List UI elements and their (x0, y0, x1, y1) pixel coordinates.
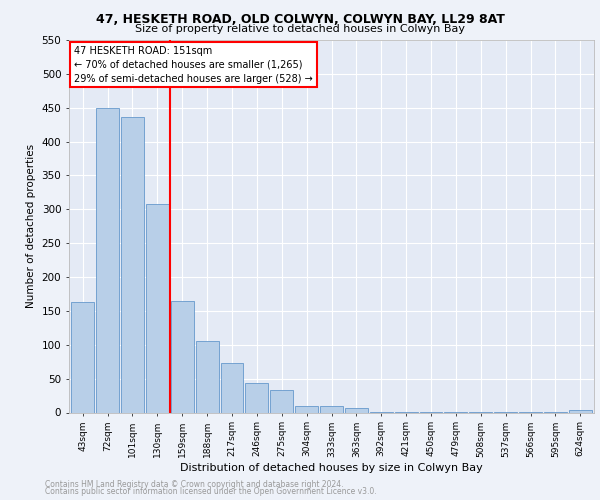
Bar (569, 410, 592, 412)
Bar (270, 390, 293, 412)
Text: Size of property relative to detached houses in Colwyn Bay: Size of property relative to detached ho… (135, 24, 465, 34)
Bar (221, 363, 244, 412)
Bar (196, 340, 218, 412)
Bar (295, 406, 318, 412)
X-axis label: Distribution of detached houses by size in Colwyn Bay: Distribution of detached houses by size … (180, 464, 483, 473)
Y-axis label: Number of detached properties: Number of detached properties (26, 144, 36, 308)
Text: Contains public sector information licensed under the Open Government Licence v3: Contains public sector information licen… (45, 487, 377, 496)
Bar (320, 406, 343, 412)
Text: 47, HESKETH ROAD, OLD COLWYN, COLWYN BAY, LL29 8AT: 47, HESKETH ROAD, OLD COLWYN, COLWYN BAY… (95, 13, 505, 26)
Bar (345, 408, 368, 412)
Bar (171, 301, 194, 412)
Bar (96, 108, 119, 412)
Bar (121, 117, 144, 412)
Text: 47 HESKETH ROAD: 151sqm
← 70% of detached houses are smaller (1,265)
29% of semi: 47 HESKETH ROAD: 151sqm ← 70% of detache… (74, 46, 313, 84)
Bar (71, 302, 94, 412)
Bar (245, 382, 268, 412)
Text: Contains HM Land Registry data © Crown copyright and database right 2024.: Contains HM Land Registry data © Crown c… (45, 480, 343, 489)
Bar (146, 204, 169, 412)
